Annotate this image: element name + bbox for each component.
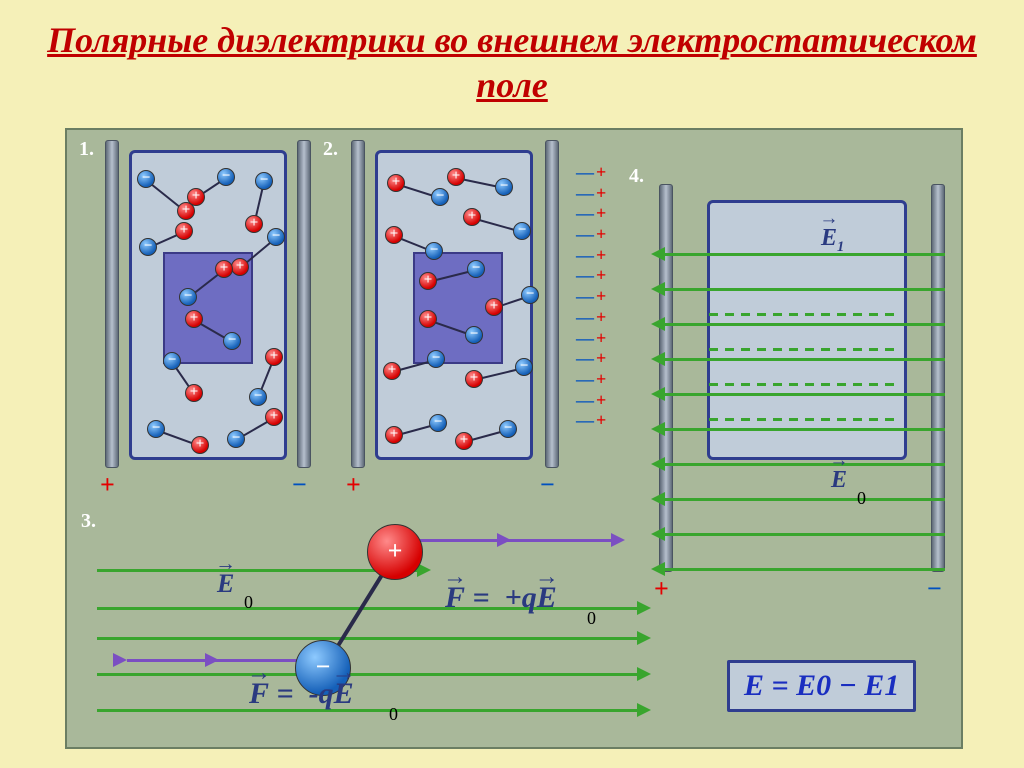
capacitor-plate xyxy=(297,140,311,468)
capacitor-plate xyxy=(105,140,119,468)
label-E0-sub: 0 xyxy=(244,592,253,613)
formula-F-pos-sub: 0 xyxy=(587,608,596,629)
negative-charge: − xyxy=(163,352,181,370)
positive-charge: + xyxy=(265,348,283,366)
positive-charge: + xyxy=(185,384,203,402)
bound-charge-negative: — — — — — — — — — — — — — xyxy=(576,162,594,431)
positive-charge: + xyxy=(245,215,263,233)
positive-charge: + xyxy=(455,432,473,450)
positive-charge: + xyxy=(419,272,437,290)
negative-charge: − xyxy=(513,222,531,240)
negative-charge: − xyxy=(137,170,155,188)
positive-charge: + xyxy=(387,174,405,192)
panel-label: 4. xyxy=(629,165,644,188)
negative-charge: − xyxy=(255,172,273,190)
positive-charge: + xyxy=(385,426,403,444)
positive-charge-large: + xyxy=(367,524,423,580)
positive-charge: + xyxy=(385,226,403,244)
plate-sign: + xyxy=(654,574,669,604)
positive-charge: + xyxy=(175,222,193,240)
negative-charge: − xyxy=(431,188,449,206)
positive-charge: + xyxy=(185,310,203,328)
negative-charge: − xyxy=(217,168,235,186)
negative-charge: − xyxy=(223,332,241,350)
panel-label: 3. xyxy=(81,510,96,533)
positive-charge: + xyxy=(465,370,483,388)
label-E0: E xyxy=(217,566,234,599)
capacitor-plate xyxy=(545,140,559,468)
label-E-sub: 0 xyxy=(857,488,866,509)
diagram-canvas: 1.2.3.4.+−+−+−— — — — — — — — — — — — —+… xyxy=(65,128,963,749)
formula-F-neg-sub: 0 xyxy=(389,704,398,725)
capacitor-plate xyxy=(659,184,673,572)
negative-charge: − xyxy=(499,420,517,438)
positive-charge: + xyxy=(447,168,465,186)
positive-charge: + xyxy=(231,258,249,276)
positive-charge: + xyxy=(215,260,233,278)
plate-sign: + xyxy=(100,470,115,500)
negative-charge: − xyxy=(267,228,285,246)
page-title: Полярные диэлектрики во внешнем электрос… xyxy=(0,0,1024,118)
positive-charge: + xyxy=(191,436,209,454)
positive-charge: + xyxy=(383,362,401,380)
negative-charge: − xyxy=(429,414,447,432)
negative-charge: − xyxy=(227,430,245,448)
negative-charge: − xyxy=(147,420,165,438)
panel-label: 2. xyxy=(323,138,338,161)
negative-charge: − xyxy=(515,358,533,376)
positive-charge: + xyxy=(463,208,481,226)
negative-charge: − xyxy=(467,260,485,278)
plate-sign: − xyxy=(927,574,942,604)
positive-charge: + xyxy=(187,188,205,206)
positive-charge: + xyxy=(265,408,283,426)
formula-F-neg: F = -qE xyxy=(249,674,354,711)
negative-charge: − xyxy=(425,242,443,260)
negative-charge: − xyxy=(495,178,513,196)
plate-sign: − xyxy=(540,470,555,500)
negative-charge: − xyxy=(179,288,197,306)
panel-label: 1. xyxy=(79,138,94,161)
positive-charge: + xyxy=(419,310,437,328)
negative-charge: − xyxy=(521,286,539,304)
positive-charge: + xyxy=(485,298,503,316)
label-E: E xyxy=(831,464,847,494)
result-formula: E = E0 − E1 xyxy=(727,660,916,712)
dielectric-body xyxy=(707,200,907,460)
negative-charge: − xyxy=(249,388,267,406)
negative-charge: − xyxy=(427,350,445,368)
negative-charge: − xyxy=(465,326,483,344)
plate-sign: − xyxy=(292,470,307,500)
capacitor-plate xyxy=(931,184,945,572)
formula-F-pos: F = +qE xyxy=(445,578,557,615)
capacitor-plate xyxy=(351,140,365,468)
negative-charge: − xyxy=(139,238,157,256)
bound-charge-positive: + + + + + + + + + + + + + xyxy=(596,162,606,431)
label-E1: E1 xyxy=(821,222,844,256)
plate-sign: + xyxy=(346,470,361,500)
